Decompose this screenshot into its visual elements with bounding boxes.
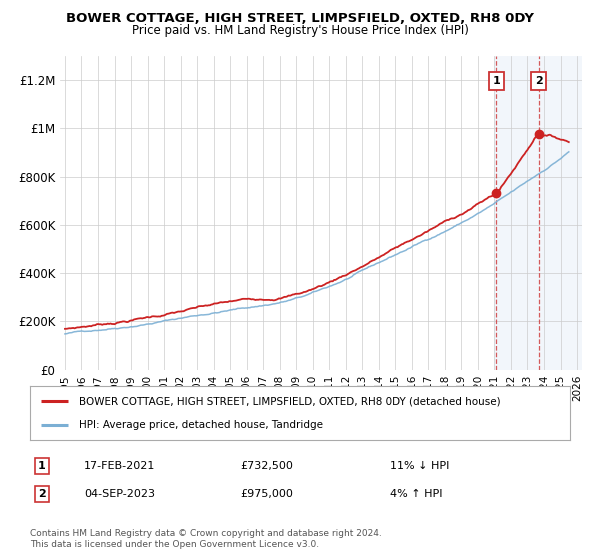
Bar	[494, 56, 582, 370]
Text: £732,500: £732,500	[240, 461, 293, 471]
Text: 1: 1	[493, 76, 500, 86]
Text: BOWER COTTAGE, HIGH STREET, LIMPSFIELD, OXTED, RH8 0DY: BOWER COTTAGE, HIGH STREET, LIMPSFIELD, …	[66, 12, 534, 25]
Text: 4% ↑ HPI: 4% ↑ HPI	[390, 489, 443, 499]
Text: 11% ↓ HPI: 11% ↓ HPI	[390, 461, 449, 471]
Text: 2: 2	[38, 489, 46, 499]
Text: Contains HM Land Registry data © Crown copyright and database right 2024.
This d: Contains HM Land Registry data © Crown c…	[30, 529, 382, 549]
Text: 1: 1	[38, 461, 46, 471]
Text: 04-SEP-2023: 04-SEP-2023	[84, 489, 155, 499]
Text: 17-FEB-2021: 17-FEB-2021	[84, 461, 155, 471]
Text: HPI: Average price, detached house, Tandridge: HPI: Average price, detached house, Tand…	[79, 419, 323, 430]
Text: Price paid vs. HM Land Registry's House Price Index (HPI): Price paid vs. HM Land Registry's House …	[131, 24, 469, 37]
Text: 2: 2	[535, 76, 542, 86]
Text: £975,000: £975,000	[240, 489, 293, 499]
Text: BOWER COTTAGE, HIGH STREET, LIMPSFIELD, OXTED, RH8 0DY (detached house): BOWER COTTAGE, HIGH STREET, LIMPSFIELD, …	[79, 396, 500, 407]
